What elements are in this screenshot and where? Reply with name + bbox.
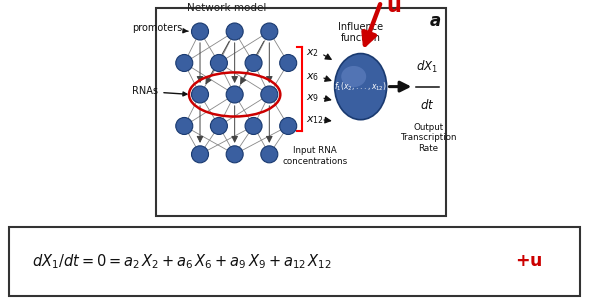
Circle shape — [245, 117, 262, 134]
Circle shape — [245, 54, 262, 72]
Circle shape — [261, 86, 278, 103]
Text: Input RNA
concentrations: Input RNA concentrations — [282, 146, 348, 166]
Text: a: a — [430, 12, 441, 30]
FancyBboxPatch shape — [156, 8, 446, 216]
Circle shape — [280, 54, 297, 72]
Ellipse shape — [341, 66, 366, 87]
Text: $x_2$: $x_2$ — [306, 48, 319, 59]
Circle shape — [280, 117, 297, 134]
Ellipse shape — [335, 53, 386, 120]
Text: $dX_1/dt = 0 = a_2\, X_2 + a_6\, X_6 + a_9\, X_9 + a_{12}\, X_{12}$: $dX_1/dt = 0 = a_2\, X_2 + a_6\, X_6 + a… — [32, 252, 332, 271]
Circle shape — [261, 23, 278, 40]
Circle shape — [226, 23, 243, 40]
Text: Influence
function: Influence function — [338, 22, 383, 43]
Text: $x_{12}$: $x_{12}$ — [306, 114, 325, 126]
Text: $\mathbf{+ u}$: $\mathbf{+ u}$ — [515, 252, 542, 270]
Circle shape — [210, 117, 227, 134]
Text: $dt$: $dt$ — [419, 98, 434, 112]
Text: $x_6$: $x_6$ — [306, 71, 320, 83]
Text: $x_9$: $x_9$ — [306, 92, 320, 104]
Text: RNAs: RNAs — [133, 86, 187, 96]
Circle shape — [226, 146, 243, 163]
Circle shape — [176, 117, 193, 134]
Circle shape — [261, 146, 278, 163]
Text: promoters: promoters — [133, 24, 188, 34]
Text: $f_1(x_2,...,x_{12})$: $f_1(x_2,...,x_{12})$ — [334, 80, 387, 93]
Text: Output
Transcription
Rate: Output Transcription Rate — [400, 123, 456, 153]
Text: Network model: Network model — [187, 3, 266, 13]
Circle shape — [191, 146, 209, 163]
Circle shape — [210, 54, 227, 72]
Text: $dX_1$: $dX_1$ — [416, 59, 438, 75]
Circle shape — [191, 86, 209, 103]
Circle shape — [226, 86, 243, 103]
Text: $\mathbf{u}$: $\mathbf{u}$ — [386, 0, 402, 16]
Circle shape — [176, 54, 193, 72]
FancyBboxPatch shape — [9, 227, 580, 296]
Circle shape — [191, 23, 209, 40]
